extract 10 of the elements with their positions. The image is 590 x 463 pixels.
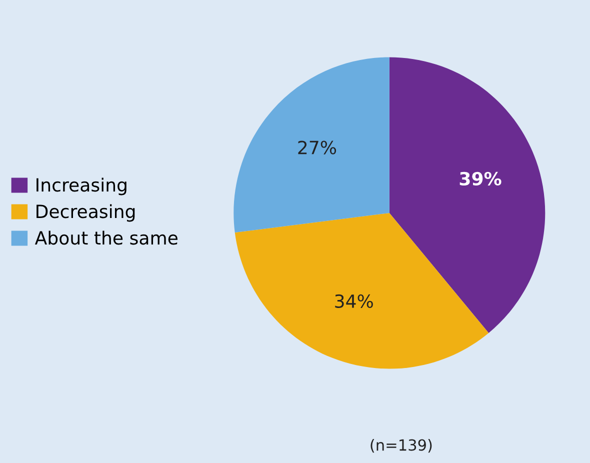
data-label: 34% [335, 294, 373, 308]
legend-label: Increasing [36, 178, 126, 196]
legend-label: About the same [34, 230, 178, 245]
legend-label: Decreasing [36, 204, 135, 222]
data-label: 39% [460, 172, 502, 186]
pie-slice [234, 212, 489, 369]
pie-slice [389, 57, 546, 333]
data-label: 27% [298, 140, 336, 154]
text: (n=139) [370, 438, 432, 453]
pie-slice [234, 57, 390, 232]
